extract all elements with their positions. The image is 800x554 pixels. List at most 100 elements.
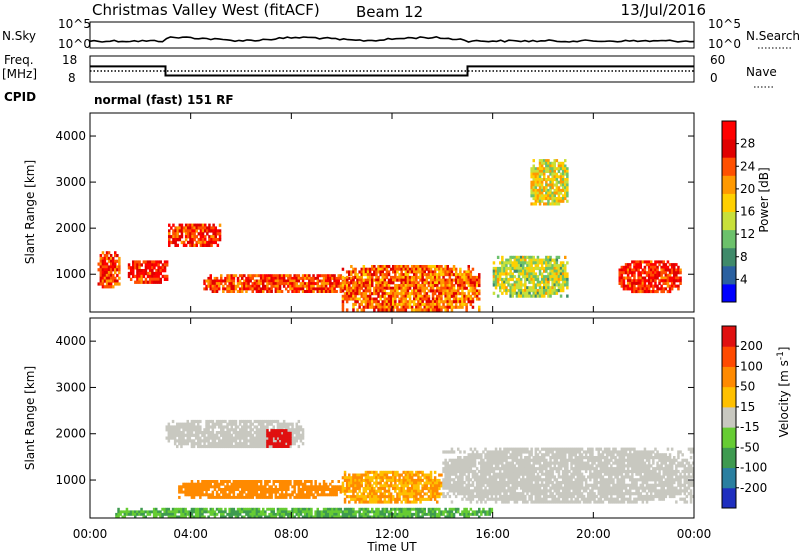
beam-label: Beam 12 bbox=[356, 3, 423, 21]
data-cell bbox=[492, 475, 496, 479]
data-cell bbox=[161, 266, 165, 270]
data-cell bbox=[385, 478, 389, 482]
data-cell bbox=[421, 278, 424, 282]
data-cell bbox=[310, 284, 313, 288]
data-cell bbox=[268, 437, 271, 440]
data-cell bbox=[444, 481, 447, 485]
data-cell bbox=[501, 475, 504, 479]
data-cell bbox=[285, 279, 288, 283]
data-cell bbox=[178, 442, 181, 446]
data-cell bbox=[366, 273, 370, 277]
data-cell bbox=[230, 436, 233, 440]
data-cell bbox=[316, 290, 319, 293]
data-cell bbox=[526, 483, 529, 487]
data-cell bbox=[146, 280, 150, 284]
data-cell bbox=[427, 273, 431, 277]
data-cell bbox=[532, 458, 535, 462]
data-cell bbox=[444, 478, 447, 482]
data-cell bbox=[387, 281, 391, 285]
data-cell bbox=[230, 284, 233, 288]
data-cell bbox=[364, 267, 368, 271]
data-cell bbox=[207, 444, 210, 449]
data-cell bbox=[387, 284, 391, 288]
data-cell bbox=[354, 275, 357, 279]
data-cell bbox=[524, 286, 527, 290]
data-cell bbox=[211, 433, 215, 437]
data-cell bbox=[377, 294, 380, 298]
data-cell bbox=[188, 428, 192, 432]
data-cell bbox=[423, 473, 426, 477]
data-cell bbox=[264, 279, 267, 283]
data-cell bbox=[509, 472, 512, 476]
data-cell bbox=[232, 493, 236, 497]
data-cell bbox=[228, 436, 231, 440]
data-cell bbox=[679, 271, 682, 275]
data-cell bbox=[496, 472, 500, 476]
data-cell bbox=[184, 243, 188, 247]
data-cell bbox=[282, 276, 286, 280]
data-cell bbox=[186, 490, 189, 494]
data-cell bbox=[194, 488, 198, 491]
data-cell bbox=[429, 275, 433, 279]
data-cell bbox=[103, 254, 107, 258]
data-cell bbox=[438, 292, 441, 296]
data-cell bbox=[666, 260, 670, 264]
data-cell bbox=[287, 422, 290, 426]
data-cell bbox=[543, 197, 546, 201]
data-cell bbox=[626, 281, 630, 285]
data-cell bbox=[404, 281, 408, 285]
data-cell bbox=[268, 274, 271, 278]
data-cell bbox=[333, 493, 336, 497]
data-cell bbox=[421, 275, 424, 279]
data-cell bbox=[547, 500, 550, 504]
data-cell bbox=[471, 469, 475, 474]
data-cell bbox=[341, 305, 345, 309]
data-cell bbox=[350, 289, 353, 293]
data-cell bbox=[230, 442, 233, 446]
data-cell bbox=[350, 495, 353, 499]
data-cell bbox=[423, 308, 426, 312]
data-cell bbox=[394, 278, 397, 282]
data-cell bbox=[285, 431, 288, 435]
data-cell bbox=[662, 287, 665, 291]
data-cell bbox=[234, 433, 238, 437]
data-cell bbox=[159, 269, 162, 273]
data-cell bbox=[566, 283, 569, 287]
data-cell bbox=[444, 483, 447, 487]
data-cell bbox=[371, 495, 374, 499]
data-cell bbox=[402, 300, 405, 304]
data-cell bbox=[650, 290, 653, 294]
data-cell bbox=[299, 493, 303, 497]
data-cell bbox=[136, 277, 139, 281]
data-cell bbox=[517, 283, 521, 287]
data-cell bbox=[438, 305, 441, 309]
data-cell bbox=[396, 289, 399, 293]
data-cell bbox=[454, 486, 458, 490]
data-cell bbox=[306, 485, 309, 489]
data-cell bbox=[545, 467, 548, 471]
data-cell bbox=[538, 464, 542, 468]
data-cell bbox=[461, 461, 464, 465]
data-cell bbox=[291, 490, 294, 494]
data-cell bbox=[492, 472, 496, 476]
data-cell bbox=[639, 263, 642, 267]
data-cell bbox=[270, 442, 273, 446]
data-cell bbox=[536, 178, 540, 182]
data-cell bbox=[148, 269, 152, 273]
data-cell bbox=[205, 444, 208, 449]
data-cell bbox=[278, 480, 282, 483]
data-cell bbox=[413, 487, 416, 491]
data-cell bbox=[438, 289, 441, 293]
data-cell bbox=[461, 458, 464, 462]
data-cell bbox=[494, 280, 498, 284]
data-cell bbox=[236, 444, 240, 449]
data-cell bbox=[547, 483, 550, 487]
data-cell bbox=[360, 492, 363, 496]
data-cell bbox=[348, 273, 351, 277]
data-cell bbox=[151, 263, 154, 267]
data-cell bbox=[322, 282, 326, 286]
data-cell bbox=[551, 283, 554, 287]
data-cell bbox=[364, 284, 368, 288]
data-cell bbox=[400, 500, 403, 504]
data-cell bbox=[383, 278, 387, 282]
